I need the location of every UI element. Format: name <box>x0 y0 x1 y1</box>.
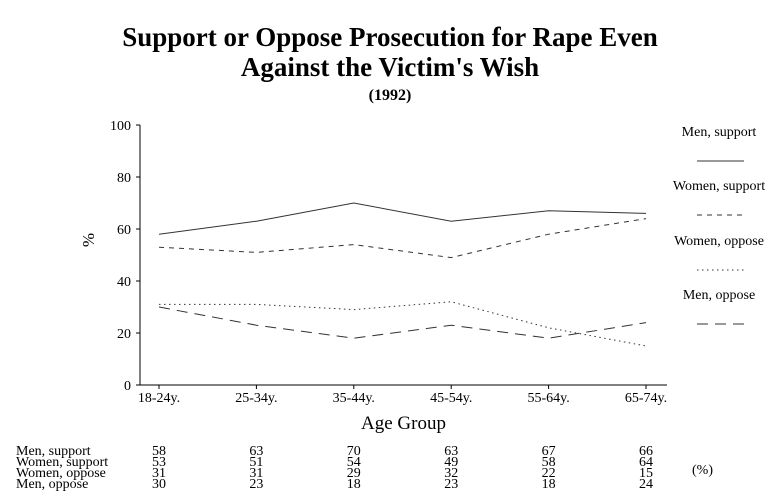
table-cell: 66 <box>639 444 653 459</box>
y-tick-label: 80 <box>117 171 131 186</box>
table-cell: 32 <box>444 466 459 481</box>
table-cell: 64 <box>639 455 653 470</box>
table-cell: 70 <box>346 444 361 459</box>
table-cell: 29 <box>346 466 361 481</box>
table-cell: 18 <box>541 477 556 492</box>
table-cell: 53 <box>152 455 166 470</box>
x-tick-label: 25-34y. <box>235 391 277 406</box>
x-tick-label: 35-44y. <box>333 391 375 406</box>
table-cell: 23 <box>249 477 264 492</box>
series-line <box>158 218 647 259</box>
table-cell: 18 <box>346 477 361 492</box>
table-cell: 22 <box>541 466 556 481</box>
table-cell: 58 <box>152 444 166 459</box>
table-row-label: Women, support <box>16 455 109 470</box>
legend-label: Women, oppose <box>674 234 764 249</box>
series-line <box>158 202 647 235</box>
table-cell: 31 <box>152 466 166 481</box>
table-cell: 30 <box>152 477 166 492</box>
table-cell: 54 <box>346 455 361 470</box>
y-tick-label: 100 <box>110 119 131 134</box>
table-row-label: Men, support <box>16 444 91 459</box>
chart-title: Support or Oppose Prosecution for Rape E… <box>122 22 658 52</box>
legend-label: Men, oppose <box>683 288 755 303</box>
table-cell: 15 <box>639 466 653 481</box>
y-tick-label: 0 <box>124 379 131 394</box>
table-cell: 63 <box>249 444 264 459</box>
table-cell: 51 <box>249 455 264 470</box>
table-cell: 24 <box>639 477 653 492</box>
series-line <box>158 306 647 339</box>
table-row-label: Men, oppose <box>16 477 89 492</box>
y-tick-label: 40 <box>117 275 131 290</box>
table-unit: (%) <box>692 463 713 478</box>
table-cell: 63 <box>444 444 459 459</box>
y-tick-label: 20 <box>117 327 131 342</box>
legend-label: Women, support <box>673 179 765 194</box>
y-axis-label: % <box>79 233 98 247</box>
table-cell: 49 <box>444 455 459 470</box>
table-cell: 58 <box>541 455 556 470</box>
y-tick-label: 60 <box>117 223 131 238</box>
x-axis-label: Age Group <box>361 413 446 434</box>
table-cell: 31 <box>249 466 264 481</box>
table-cell: 23 <box>444 477 459 492</box>
table-row-label: Women, oppose <box>16 466 106 481</box>
legend-label: Men, support <box>682 125 757 140</box>
chart-subtitle: (1992) <box>368 87 412 104</box>
x-tick-label: 18-24y. <box>138 391 180 406</box>
chart-title-line2: Against the Victim's Wish <box>240 52 540 82</box>
series-line <box>159 301 647 347</box>
x-tick-label: 45-54y. <box>430 391 472 406</box>
x-tick-label: 55-64y. <box>527 391 569 406</box>
table-cell: 67 <box>541 444 556 459</box>
x-tick-label: 65-74y. <box>625 391 667 406</box>
